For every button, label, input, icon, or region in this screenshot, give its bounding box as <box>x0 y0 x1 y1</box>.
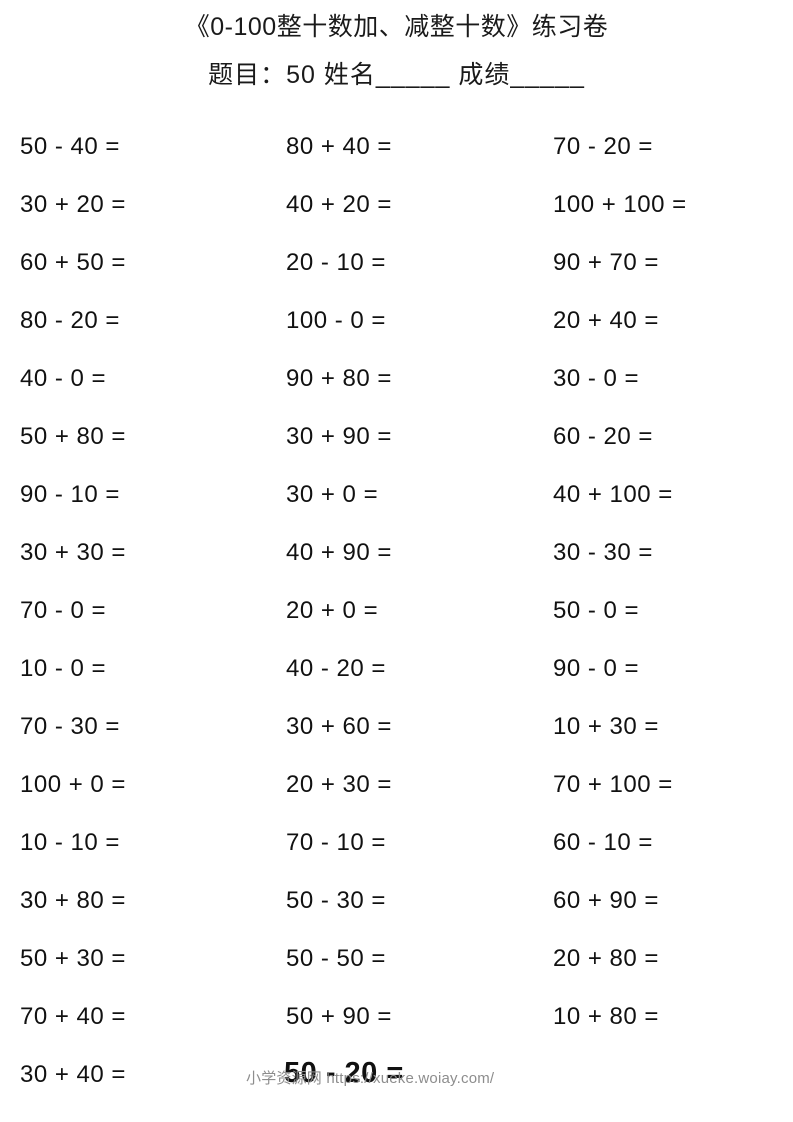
problem-row: 30 + 20 = 40 + 20 = 100 + 100 = <box>0 188 793 246</box>
worksheet-meta-line: 题目：50 姓名_____ 成绩_____ <box>208 61 585 89</box>
problem-item: 20 + 30 = <box>286 771 392 798</box>
problem-item: 100 + 100 = <box>553 191 687 218</box>
problem-row: 50 + 30 = 50 - 50 = 20 + 80 = <box>0 942 793 1000</box>
problem-item: 70 - 10 = <box>286 829 386 856</box>
problem-row: 50 + 80 = 30 + 90 = 60 - 20 = <box>0 420 793 478</box>
problem-item: 50 - 20 = <box>284 1057 404 1089</box>
problem-item: 60 - 20 = <box>553 423 653 450</box>
problem-row: 30 + 40 = 50 - 20 = <box>0 1057 793 1116</box>
problem-item: 40 - 20 = <box>286 655 386 682</box>
problem-item: 30 + 90 = <box>286 423 392 450</box>
problem-item: 20 + 80 = <box>553 945 659 972</box>
worksheet-header: 《0-100整十数加、减整十数》练习卷 题目：50 姓名_____ 成绩____… <box>0 0 793 96</box>
problem-item: 30 + 60 = <box>286 713 392 740</box>
problem-item: 50 + 80 = <box>20 423 126 450</box>
problem-row: 100 + 0 = 20 + 30 = 70 + 100 = <box>0 768 793 826</box>
problem-item: 10 - 0 = <box>20 655 107 682</box>
problem-item: 90 + 80 = <box>286 365 392 392</box>
problem-row: 70 - 0 = 20 + 0 = 50 - 0 = <box>0 594 793 652</box>
page-title: 《0-100整十数加、减整十数》练习卷 <box>184 13 609 41</box>
problem-item: 50 - 40 = <box>20 133 120 160</box>
problem-row: 10 - 10 = 70 - 10 = 60 - 10 = <box>0 826 793 884</box>
problem-item: 30 + 0 = <box>286 481 379 508</box>
problem-item: 70 + 40 = <box>20 1003 126 1030</box>
problem-row: 40 - 0 = 90 + 80 = 30 - 0 = <box>0 362 793 420</box>
problem-item: 70 - 0 = <box>20 597 107 624</box>
problem-row: 70 - 30 = 30 + 60 = 10 + 30 = <box>0 710 793 768</box>
problem-item: 20 + 40 = <box>553 307 659 334</box>
problem-item: 30 + 30 = <box>20 539 126 566</box>
problem-item: 90 - 10 = <box>20 481 120 508</box>
problem-item: 90 - 0 = <box>553 655 640 682</box>
problem-item: 50 + 90 = <box>286 1003 392 1030</box>
problem-item: 10 + 80 = <box>553 1003 659 1030</box>
problem-item: 50 - 0 = <box>553 597 640 624</box>
problem-item: 50 - 30 = <box>286 887 386 914</box>
problem-row: 50 - 40 = 80 + 40 = 70 - 20 = <box>0 130 793 188</box>
problem-item: 40 - 0 = <box>20 365 107 392</box>
problem-item: 60 - 10 = <box>553 829 653 856</box>
problem-item: 70 - 20 = <box>553 133 653 160</box>
problem-item: 30 - 30 = <box>553 539 653 566</box>
problem-grid: 50 - 40 = 80 + 40 = 70 - 20 = 30 + 20 = 40 +… <box>0 130 793 1116</box>
problem-item: 70 - 30 = <box>20 713 120 740</box>
problem-item: 40 + 90 = <box>286 539 392 566</box>
problem-row: 70 + 40 = 50 + 90 = 10 + 80 = <box>0 1000 793 1058</box>
problem-item: 10 + 30 = <box>553 713 659 740</box>
problem-item: 70 + 100 = <box>553 771 673 798</box>
problem-item: 40 + 100 = <box>553 481 673 508</box>
problem-item: 50 - 50 = <box>286 945 386 972</box>
problem-item: 30 + 80 = <box>20 887 126 914</box>
problem-item: 60 + 90 = <box>553 887 659 914</box>
problem-item: 40 + 20 = <box>286 191 392 218</box>
problem-row: 30 + 30 = 40 + 90 = 30 - 30 = <box>0 536 793 594</box>
problem-row: 80 - 20 = 100 - 0 = 20 + 40 = <box>0 304 793 362</box>
problem-item: 30 + 20 = <box>20 191 126 218</box>
problem-row: 60 + 50 = 20 - 10 = 90 + 70 = <box>0 246 793 304</box>
problem-item: 20 + 0 = <box>286 597 379 624</box>
problem-row: 10 - 0 = 40 - 20 = 90 - 0 = <box>0 652 793 710</box>
problem-item: 100 + 0 = <box>20 771 126 798</box>
problem-item: 80 - 20 = <box>20 307 120 334</box>
problem-item: 30 + 40 = <box>20 1061 126 1088</box>
problem-item: 60 + 50 = <box>20 249 126 276</box>
problem-item: 50 + 30 = <box>20 945 126 972</box>
problem-item: 10 - 10 = <box>20 829 120 856</box>
problem-row: 90 - 10 = 30 + 0 = 40 + 100 = <box>0 478 793 536</box>
problem-item: 30 - 0 = <box>553 365 640 392</box>
problem-item: 100 - 0 = <box>286 307 386 334</box>
problem-row: 30 + 80 = 50 - 30 = 60 + 90 = <box>0 884 793 942</box>
problem-item: 80 + 40 = <box>286 133 392 160</box>
problem-item: 90 + 70 = <box>553 249 659 276</box>
problem-item: 20 - 10 = <box>286 249 386 276</box>
